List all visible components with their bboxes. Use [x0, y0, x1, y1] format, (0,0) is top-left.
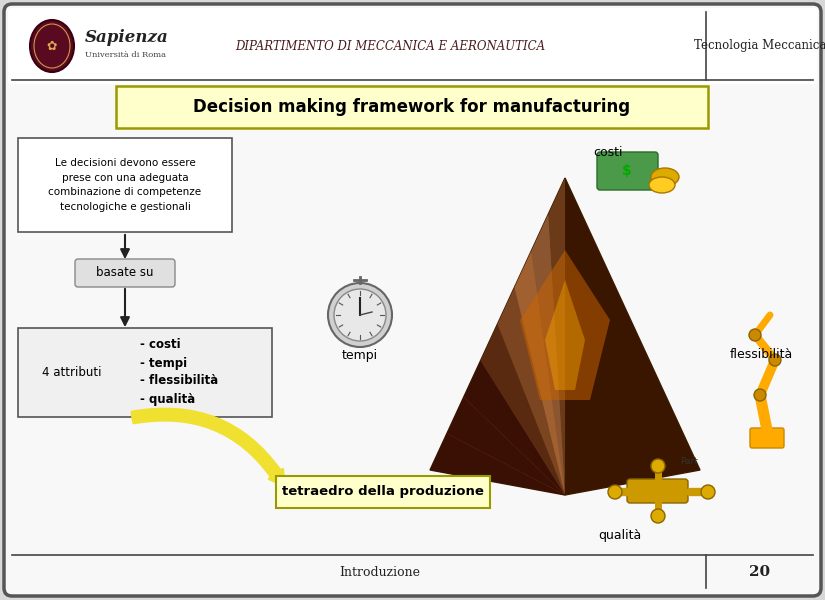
Text: Part: Part [680, 457, 698, 467]
Ellipse shape [30, 20, 74, 72]
FancyBboxPatch shape [18, 328, 272, 417]
Polygon shape [514, 251, 565, 495]
Text: - qualità: - qualità [140, 392, 196, 406]
Text: DIPARTIMENTO DI MECCANICA E AERONAUTICA: DIPARTIMENTO DI MECCANICA E AERONAUTICA [235, 40, 545, 52]
FancyBboxPatch shape [276, 476, 490, 508]
Text: qualità: qualità [598, 529, 642, 541]
Text: Tecnologia Meccanica: Tecnologia Meccanica [694, 40, 825, 52]
FancyBboxPatch shape [8, 8, 817, 84]
Polygon shape [548, 178, 565, 495]
Text: 4 attributi: 4 attributi [42, 367, 101, 379]
Circle shape [701, 485, 715, 499]
Circle shape [651, 459, 665, 473]
Polygon shape [430, 433, 565, 495]
FancyBboxPatch shape [750, 428, 784, 448]
Text: costi: costi [593, 145, 623, 158]
Circle shape [328, 283, 392, 347]
Circle shape [608, 485, 622, 499]
Polygon shape [531, 214, 565, 495]
Text: basate su: basate su [97, 266, 153, 280]
Circle shape [651, 509, 665, 523]
Text: - tempi: - tempi [140, 356, 187, 370]
Text: - flessibilità: - flessibilità [140, 374, 219, 388]
FancyBboxPatch shape [4, 4, 821, 596]
FancyBboxPatch shape [597, 152, 658, 190]
Text: 20: 20 [749, 565, 771, 579]
Circle shape [334, 289, 386, 341]
Text: tempi: tempi [342, 349, 378, 362]
Text: Sapienza: Sapienza [85, 29, 169, 46]
Polygon shape [481, 324, 565, 495]
FancyBboxPatch shape [627, 479, 688, 503]
FancyBboxPatch shape [75, 259, 175, 287]
Circle shape [754, 389, 766, 401]
Polygon shape [447, 397, 565, 495]
Circle shape [749, 329, 761, 341]
FancyBboxPatch shape [116, 86, 708, 128]
Polygon shape [545, 280, 585, 390]
Circle shape [769, 354, 781, 366]
Text: tetraedro della produzione: tetraedro della produzione [282, 485, 484, 499]
FancyArrowPatch shape [132, 409, 284, 485]
Text: Le decisioni devono essere
prese con una adeguata
combinazione di competenze
tec: Le decisioni devono essere prese con una… [49, 158, 201, 212]
Ellipse shape [651, 168, 679, 186]
FancyBboxPatch shape [18, 138, 232, 232]
Ellipse shape [649, 177, 675, 193]
Polygon shape [565, 178, 700, 495]
Text: Decision making framework for manufacturing: Decision making framework for manufactur… [193, 98, 630, 116]
Text: Università di Roma: Università di Roma [85, 51, 166, 59]
Text: $: $ [622, 164, 632, 178]
Text: ✿: ✿ [47, 40, 57, 52]
Polygon shape [497, 287, 565, 495]
Text: flessibilità: flessibilità [730, 349, 794, 361]
Polygon shape [520, 250, 610, 400]
Text: Introduzione: Introduzione [340, 565, 421, 578]
Polygon shape [464, 361, 565, 495]
Polygon shape [430, 178, 565, 495]
Text: - costi: - costi [140, 338, 181, 352]
